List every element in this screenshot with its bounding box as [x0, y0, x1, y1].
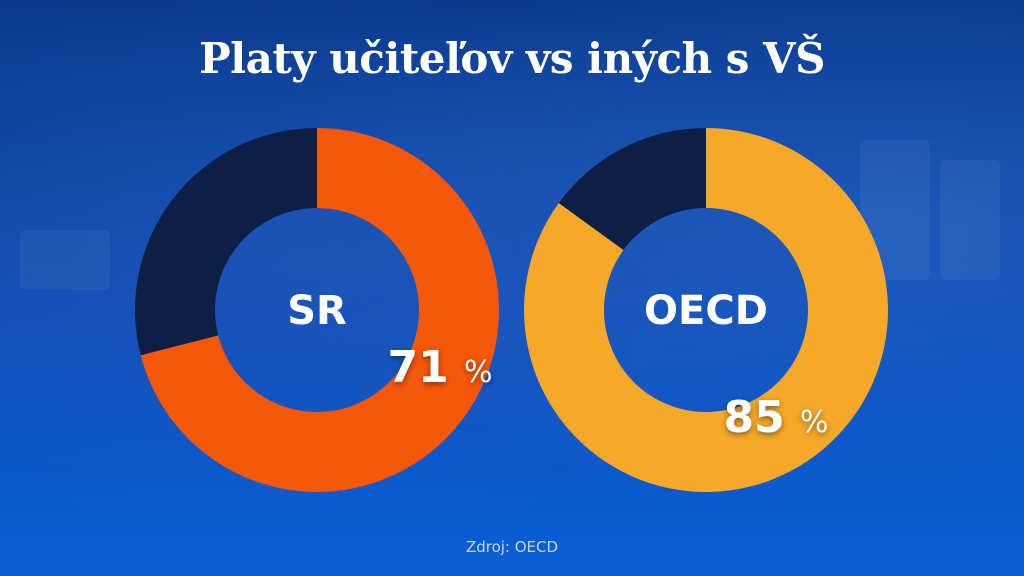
- chart-title: Platy učiteľov vs iných s VŠ: [199, 34, 825, 83]
- background-shape: [940, 160, 1000, 280]
- donut-center-label: SR: [287, 288, 347, 334]
- donut-slice-remainder-oecd: [558, 127, 706, 251]
- data-label-value: 85 %: [723, 392, 828, 443]
- donut-slice-value-sr: [140, 128, 499, 493]
- data-label-value: 71 %: [387, 342, 492, 393]
- background-shape: [20, 230, 110, 290]
- donut-center-label: OECD: [644, 288, 768, 334]
- donut-slice-remainder-sr: [135, 128, 317, 356]
- donut-slice-value-oecd: [524, 128, 888, 492]
- source-note: Zdroj: OECD: [465, 538, 559, 556]
